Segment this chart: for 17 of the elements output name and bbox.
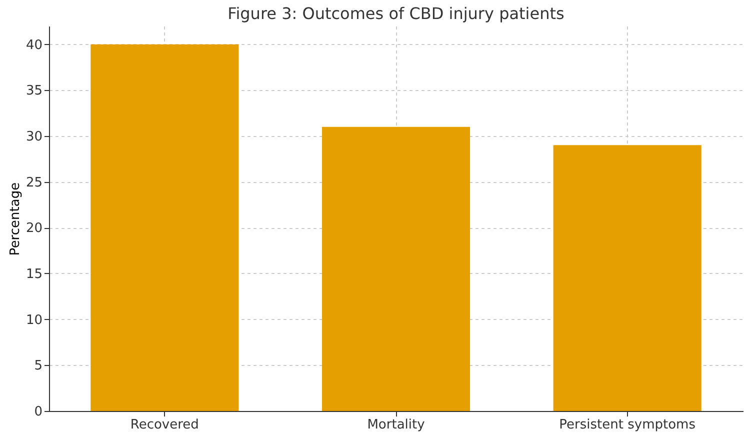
y-tick-label: 5 bbox=[34, 358, 42, 374]
y-tick-label: 10 bbox=[26, 312, 42, 328]
y-tick-label: 35 bbox=[26, 84, 42, 99]
y-tick-label: 30 bbox=[26, 130, 42, 144]
y-tick-label: 25 bbox=[26, 175, 42, 190]
y-axis-title: Percentage bbox=[8, 182, 23, 256]
y-tick-label: 0 bbox=[34, 404, 42, 420]
x-tick-label: Persistent symptoms bbox=[559, 418, 696, 432]
y-tick-label: 15 bbox=[26, 267, 42, 282]
chart-title: Figure 3: Outcomes of CBD injury patients bbox=[228, 4, 564, 23]
bar bbox=[90, 44, 239, 411]
bar bbox=[322, 126, 470, 411]
bar bbox=[553, 145, 702, 411]
y-tick-label: 40 bbox=[26, 38, 42, 53]
x-tick-label: Mortality bbox=[367, 418, 426, 432]
y-tick-label: 20 bbox=[26, 221, 42, 236]
x-tick-label: Recovered bbox=[130, 418, 199, 432]
